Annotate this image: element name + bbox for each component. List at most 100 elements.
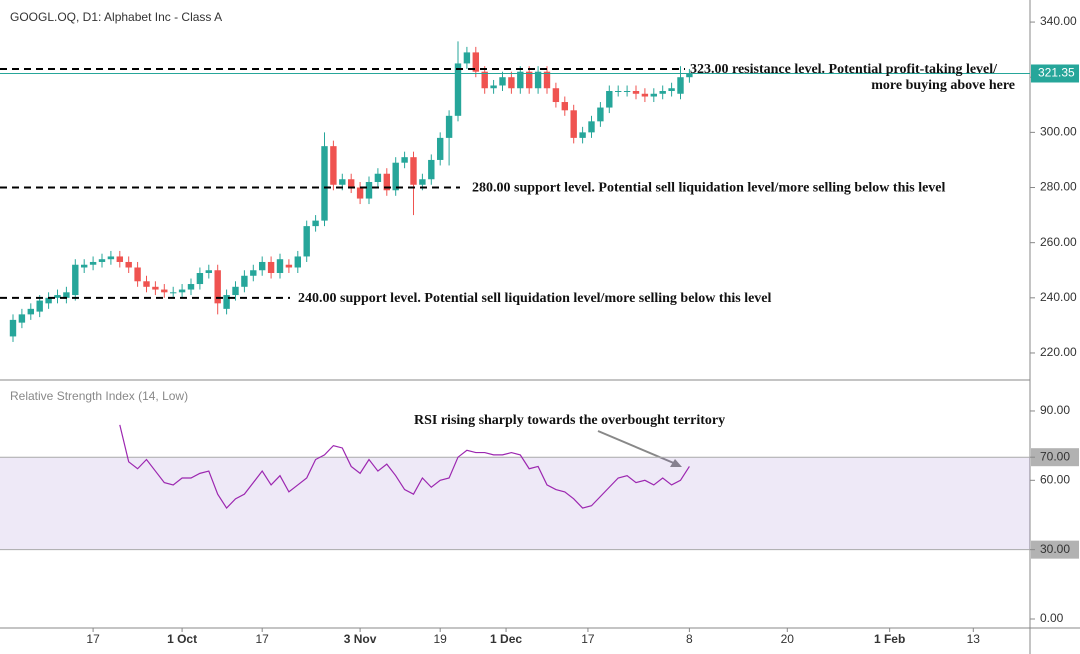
candle-body bbox=[214, 270, 221, 304]
rsi-title: Relative Strength Index (14, Low) bbox=[10, 389, 188, 403]
candle-body bbox=[517, 71, 524, 89]
y-tick-box bbox=[1031, 448, 1079, 467]
candle-body bbox=[472, 52, 479, 72]
candle-body bbox=[623, 91, 631, 93]
annotation-arrow bbox=[597, 430, 677, 465]
candle-body bbox=[152, 286, 159, 290]
candle-body bbox=[659, 91, 666, 94]
x-tick-label: 1 Oct bbox=[167, 632, 197, 646]
candle-body bbox=[614, 91, 622, 93]
candle-body bbox=[481, 71, 488, 89]
candle-body bbox=[570, 110, 577, 138]
candle-body bbox=[668, 88, 675, 92]
candle-body bbox=[285, 264, 293, 268]
candle-body bbox=[72, 264, 79, 296]
x-tick-label: 17 bbox=[581, 632, 595, 646]
candle-body bbox=[436, 137, 444, 160]
candle-body bbox=[196, 273, 204, 285]
candle-body bbox=[365, 182, 373, 199]
rsi-annotation: RSI rising sharply towards the overbough… bbox=[414, 413, 725, 428]
candle-body bbox=[650, 93, 657, 97]
candle-body bbox=[641, 93, 649, 97]
candle-body bbox=[463, 52, 471, 64]
candle-body bbox=[54, 295, 61, 298]
candle-body bbox=[410, 157, 417, 185]
candle-body bbox=[606, 91, 613, 108]
candle-body bbox=[454, 63, 462, 116]
candle-body bbox=[445, 115, 453, 138]
candle-body bbox=[356, 187, 364, 199]
candle-body bbox=[499, 77, 506, 86]
candle-body bbox=[374, 173, 382, 183]
candle-body bbox=[312, 220, 319, 227]
y-tick-box bbox=[1031, 540, 1079, 559]
candle-body bbox=[161, 289, 168, 293]
candle-body bbox=[116, 256, 123, 262]
x-tick-label: 19 bbox=[434, 632, 448, 646]
y-tick-label: 220.00 bbox=[1040, 345, 1077, 359]
y-tick-label: 260.00 bbox=[1040, 235, 1077, 249]
candle-body bbox=[534, 71, 542, 89]
candle-body bbox=[508, 77, 515, 89]
candle-body bbox=[401, 157, 408, 163]
candle-body bbox=[588, 121, 595, 133]
x-tick-label: 20 bbox=[781, 632, 795, 646]
candle-body bbox=[321, 146, 328, 221]
candle-body bbox=[125, 261, 132, 268]
candle-body bbox=[223, 295, 230, 309]
candle-body bbox=[552, 88, 560, 103]
candle-body bbox=[205, 270, 212, 274]
candle-body bbox=[27, 308, 34, 315]
y-tick-label: 60.00 bbox=[1040, 472, 1070, 486]
rsi-line bbox=[119, 424, 690, 510]
candle-body bbox=[632, 91, 640, 94]
x-tick-label: 17 bbox=[256, 632, 270, 646]
candle-body bbox=[543, 71, 551, 89]
candle-body bbox=[339, 179, 346, 185]
candle-body bbox=[89, 261, 97, 265]
level-annotation: more buying above here bbox=[871, 78, 1015, 93]
y-tick-label: 90.00 bbox=[1040, 403, 1070, 417]
last-price-box bbox=[1031, 64, 1079, 83]
candle-body bbox=[597, 107, 604, 122]
rsi-band bbox=[0, 457, 1030, 550]
candle-body bbox=[18, 314, 26, 323]
candle-body bbox=[561, 102, 568, 111]
candle-body bbox=[525, 71, 533, 89]
candle-body bbox=[258, 261, 266, 271]
level-annotation: 323.00 resistance level. Potential profi… bbox=[690, 62, 998, 77]
y-tick-label: 70.00 bbox=[1040, 449, 1070, 463]
y-tick-label: 280.00 bbox=[1040, 180, 1077, 194]
candle-body bbox=[107, 256, 115, 260]
candle-body bbox=[98, 259, 106, 262]
x-tick-label: 17 bbox=[86, 632, 100, 646]
candle-body bbox=[143, 281, 150, 287]
candle-body bbox=[134, 267, 141, 282]
candle-body bbox=[45, 297, 52, 304]
candle-body bbox=[428, 159, 435, 180]
candle-body bbox=[303, 226, 310, 257]
candle-body bbox=[178, 289, 186, 293]
x-tick-label: 1 Dec bbox=[490, 632, 522, 646]
candle-body bbox=[490, 85, 497, 89]
chart-title: GOOGL.OQ, D1: Alphabet Inc - Class A bbox=[10, 10, 222, 24]
candle-body bbox=[250, 270, 257, 276]
annotation-arrowhead bbox=[670, 459, 682, 467]
x-tick-label: 8 bbox=[686, 632, 693, 646]
y-tick-label: 300.00 bbox=[1040, 125, 1077, 139]
y-tick-label: 0.00 bbox=[1040, 611, 1064, 625]
candle-body bbox=[392, 162, 399, 191]
candle-body bbox=[383, 173, 390, 191]
x-tick-label: 1 Feb bbox=[874, 632, 905, 646]
candle-body bbox=[232, 286, 239, 296]
x-tick-label: 13 bbox=[967, 632, 981, 646]
candle-body bbox=[686, 73, 693, 78]
candle-body bbox=[276, 259, 284, 274]
y-tick-label: 30.00 bbox=[1040, 542, 1070, 556]
last-price-label: 321.35 bbox=[1038, 66, 1075, 80]
level-annotation: 240.00 support level. Potential sell liq… bbox=[298, 291, 772, 306]
y-tick-label: 240.00 bbox=[1040, 290, 1077, 304]
candle-body bbox=[579, 132, 586, 138]
candle-body bbox=[187, 284, 195, 290]
